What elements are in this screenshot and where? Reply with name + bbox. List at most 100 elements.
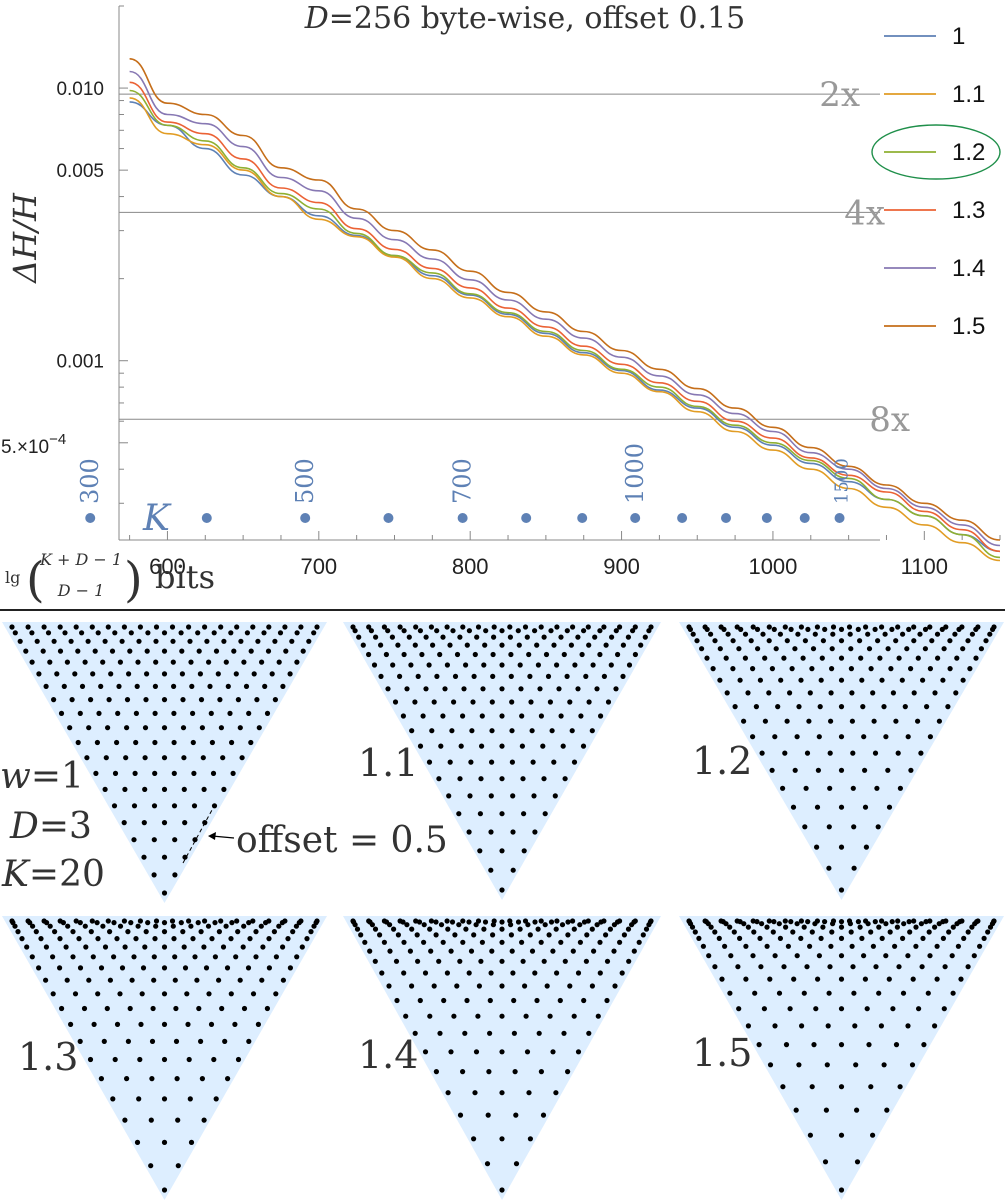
triangle-dot <box>874 785 880 791</box>
triangle-dot <box>592 634 598 640</box>
triangle-dot <box>851 990 857 996</box>
triangle-dot <box>792 646 798 652</box>
triangle-dot <box>905 1023 911 1029</box>
k-marker-label: 300 <box>76 458 104 504</box>
triangle-dot <box>816 953 823 959</box>
triangle-dot <box>792 767 798 773</box>
triangle-dot <box>285 936 291 942</box>
triangle-dot <box>15 929 21 935</box>
triangle-dot <box>857 924 863 930</box>
triangle-dot <box>612 983 618 989</box>
triangle-dot <box>759 750 765 756</box>
triangle-dot <box>103 755 109 761</box>
triangle-dot <box>141 854 147 860</box>
triangle-dot <box>922 646 929 652</box>
triangle-dot <box>368 628 374 634</box>
triangle-dot <box>171 683 177 690</box>
triangle-dot <box>965 964 971 970</box>
triangle-dot <box>255 638 261 644</box>
triangle-dot <box>532 919 538 925</box>
triangle-dot <box>719 976 725 982</box>
triangle-dot <box>169 918 176 924</box>
triangle-dot <box>911 690 917 696</box>
triangle-fill <box>679 916 1004 1200</box>
triangle-dot <box>546 932 552 938</box>
triangle-dot <box>90 671 96 677</box>
triangle-dot <box>558 713 564 719</box>
triangle-dot <box>77 1038 83 1044</box>
triangle-dot <box>463 662 469 668</box>
triangle-dot <box>208 710 214 717</box>
triangle-dot <box>153 638 159 644</box>
triangle-dot <box>70 954 76 960</box>
triangle-dot <box>247 936 253 942</box>
triangle-dot <box>838 1006 845 1012</box>
triangle-dot <box>554 918 560 924</box>
triangle-dot <box>112 630 118 636</box>
triangle-dot <box>143 697 149 703</box>
triangle-dot <box>217 697 223 703</box>
triangle-dot <box>151 872 157 878</box>
triangle-dot <box>787 1006 793 1012</box>
triangle-dot <box>881 1062 887 1068</box>
triangle-dot <box>735 964 741 970</box>
triangle-dot <box>194 977 200 983</box>
triangle-dot <box>753 704 760 710</box>
triangle-dot <box>222 1038 228 1044</box>
triangle-dot <box>553 1090 559 1096</box>
triangle-dot <box>872 750 879 756</box>
triangle-dot <box>244 630 250 636</box>
triangle-dot <box>251 671 257 677</box>
triangle-dot <box>569 728 575 734</box>
triangle-dot <box>234 918 240 924</box>
triangle-dot <box>70 929 76 935</box>
triangle-dot <box>172 837 178 843</box>
triangle-dot <box>499 939 505 945</box>
triangle-dot <box>609 634 615 640</box>
triangle-dot <box>736 646 742 652</box>
triangle-dot <box>565 1069 571 1075</box>
triangle-dot <box>476 983 482 989</box>
triangle-dot <box>895 750 901 756</box>
triangle-dot <box>484 1161 491 1167</box>
triangle-dot <box>818 677 824 683</box>
triangle-dot <box>607 926 614 932</box>
triangle-dot <box>440 634 446 640</box>
triangle-dot <box>815 767 822 773</box>
triangle-dot <box>883 953 889 959</box>
offset-note: offset = 0.5 <box>236 820 448 861</box>
triangle-dot <box>892 943 898 949</box>
triangle-dot <box>227 710 233 717</box>
triangle-dot <box>73 918 79 924</box>
triangle-dot <box>730 638 736 644</box>
triangle-dot <box>861 734 867 740</box>
triangle-dot <box>412 642 418 648</box>
triangle-dot <box>896 964 902 970</box>
triangle-dot <box>240 944 246 950</box>
triangle-dot <box>181 786 187 793</box>
triangle-dot <box>571 759 578 765</box>
chart-title: D=256 byte-wise, offset 0.15 <box>304 1 746 36</box>
triangle-dot <box>220 755 226 761</box>
triangle-dot <box>209 936 215 942</box>
triangle-dot <box>619 970 625 976</box>
triangle-dot <box>208 1021 215 1027</box>
k-marker-dot <box>834 513 845 523</box>
k-marker-dot <box>300 513 311 523</box>
triangle-dot <box>598 919 604 925</box>
triangle-dot <box>910 976 916 982</box>
triangle-dot <box>927 734 934 740</box>
triangle-dot <box>64 659 70 665</box>
triangle-dot <box>911 918 917 924</box>
triangle-dot <box>862 976 869 982</box>
triangle-dot <box>246 920 252 926</box>
triangle-dot <box>468 948 475 954</box>
triangle-dot <box>932 1023 938 1029</box>
triangle-dot <box>239 755 245 761</box>
triangle-dot <box>870 943 877 949</box>
triangle-dot <box>86 725 92 731</box>
triangle-dot <box>737 935 743 942</box>
triangle-dot <box>896 655 902 661</box>
k-marker-dot <box>201 513 212 523</box>
triangle-dot <box>471 1136 477 1142</box>
